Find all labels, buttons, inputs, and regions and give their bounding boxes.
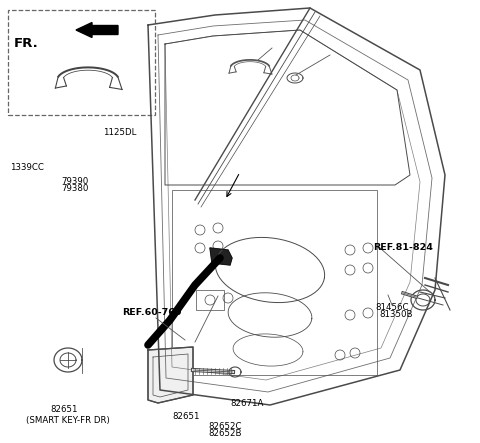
Text: 79380: 79380 bbox=[61, 184, 89, 193]
Text: 1125DL: 1125DL bbox=[103, 128, 137, 136]
Text: 82651: 82651 bbox=[173, 412, 200, 421]
Polygon shape bbox=[148, 347, 193, 403]
FancyArrow shape bbox=[76, 23, 118, 38]
Text: 81456C: 81456C bbox=[376, 303, 409, 311]
Text: REF.81-824: REF.81-824 bbox=[373, 243, 433, 252]
Text: 82652B: 82652B bbox=[209, 429, 242, 438]
Text: 79390: 79390 bbox=[61, 177, 89, 186]
Bar bbox=[8, 10, 155, 115]
Bar bbox=[196, 290, 224, 310]
Text: 81350B: 81350B bbox=[379, 310, 413, 319]
Text: 82671A: 82671A bbox=[230, 399, 264, 408]
Text: (SMART KEY-FR DR): (SMART KEY-FR DR) bbox=[26, 416, 110, 424]
Text: 82652C: 82652C bbox=[209, 422, 242, 431]
Bar bbox=[172, 190, 377, 375]
Text: REF.60-760: REF.60-760 bbox=[122, 308, 182, 317]
Text: 1339CC: 1339CC bbox=[10, 163, 44, 172]
Text: 82651: 82651 bbox=[50, 405, 78, 414]
Text: FR.: FR. bbox=[13, 37, 38, 50]
Polygon shape bbox=[210, 248, 232, 265]
